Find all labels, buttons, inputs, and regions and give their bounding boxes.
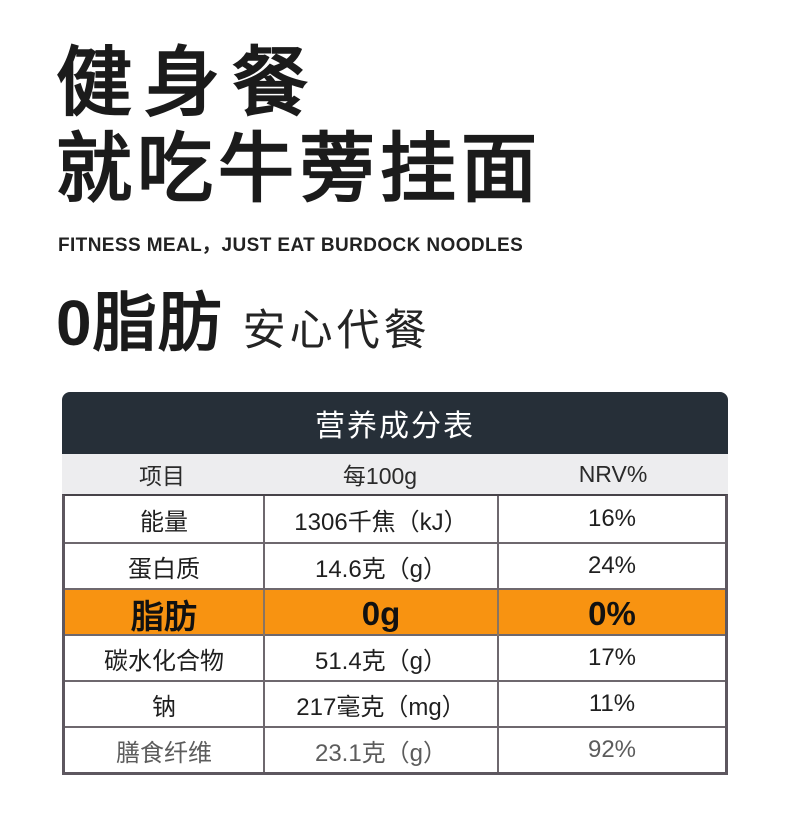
zero-fat-claim: 0脂肪 安心代餐 [56, 272, 431, 364]
headline-line2: 就吃牛蒡挂面 [56, 127, 542, 212]
table-row-energy: 能量 1306千焦（kJ） 16% [65, 496, 725, 542]
table-row-carbohydrate: 碳水化合物 51.4克（g） 17% [65, 634, 725, 680]
row-nrv: 92% [497, 728, 725, 772]
headline-subtitle-english: FITNESS MEAL，JUST EAT BURDOCK NOODLES [58, 235, 524, 256]
table-row-fat-highlighted: 脂肪 0g 0% [65, 588, 725, 638]
table-row-protein: 蛋白质 14.6克（g） 24% [65, 542, 725, 588]
row-nrv: 24% [497, 544, 725, 588]
row-label: 碳水化合物 [104, 647, 224, 675]
row-value: 51.4克（g） [263, 636, 497, 680]
nutrition-table-body: 能量 1306千焦（kJ） 16% 蛋白质 14.6克（g） 24% 脂肪 0g… [62, 494, 728, 775]
row-value: 0g [263, 590, 497, 638]
row-label: 钠 [152, 693, 176, 721]
meal-replacement-text: 安心代餐 [242, 307, 431, 355]
row-label: 膳食纤维 [116, 739, 212, 767]
column-header-item: 项目 [139, 463, 185, 489]
column-header-nrv: NRV% [578, 460, 648, 487]
row-nrv: 16% [497, 496, 725, 542]
row-label: 蛋白质 [128, 555, 200, 583]
row-label: 脂肪 [131, 598, 197, 635]
row-label: 能量 [140, 508, 188, 536]
nutrition-table-title: 营养成分表 [62, 392, 728, 454]
row-value: 217毫克（mg） [263, 682, 497, 726]
row-nrv: 0% [497, 590, 725, 638]
table-row-sodium: 钠 217毫克（mg） 11% [65, 680, 725, 726]
row-value: 14.6克（g） [263, 544, 497, 588]
zero-fat-text: 0脂肪 [56, 287, 223, 359]
headline-line1: 健身餐 [56, 41, 320, 126]
nutrition-table-header-row: 项目 每100g NRV% [62, 454, 728, 494]
row-nrv: 17% [497, 636, 725, 680]
row-value: 23.1克（g） [263, 728, 497, 772]
nutrition-facts-table: 营养成分表 项目 每100g NRV% 能量 1306千焦（kJ） 16% 蛋白… [62, 392, 728, 775]
row-value: 1306千焦（kJ） [263, 496, 497, 542]
table-row-dietary-fiber: 膳食纤维 23.1克（g） 92% [65, 726, 725, 772]
column-header-per100g: 每100g [342, 463, 418, 489]
row-nrv: 11% [497, 682, 725, 726]
